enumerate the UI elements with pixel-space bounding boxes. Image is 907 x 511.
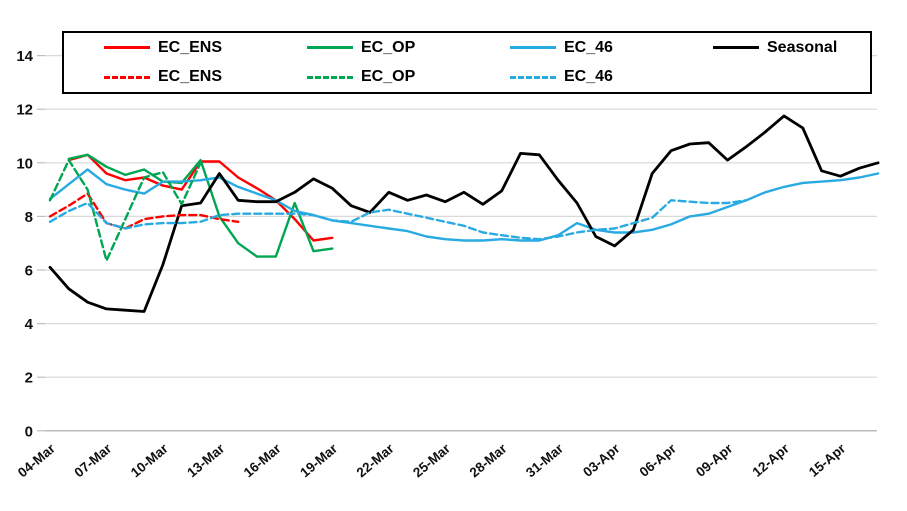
ec-46-dashed-line-swatch: [510, 75, 556, 79]
series-line-ec-ens-dashed: [48, 192, 240, 230]
x-tick-label-22-Mar: 22-Mar: [354, 440, 398, 480]
x-tick-label-04-Mar: 04-Mar: [15, 440, 59, 480]
series-line-ec-46-dashed: [48, 199, 748, 241]
y-tick-label-8: 8: [25, 209, 33, 226]
legend-label-seasonal: Seasonal: [767, 38, 838, 56]
y-tick-label-10: 10: [16, 155, 33, 172]
legend-label-ec-ens-solid: EC_ENS: [158, 38, 223, 56]
y-tick-label-14: 14: [16, 48, 33, 65]
x-tick-label-19-Mar: 19-Mar: [297, 440, 341, 480]
x-tick-label-09-Apr: 09-Apr: [693, 440, 736, 479]
x-tick-label-31-Mar: 31-Mar: [523, 440, 567, 480]
x-tick-label-03-Apr: 03-Apr: [580, 440, 623, 479]
ec-op-dashed-line-swatch: [307, 75, 353, 79]
x-tick-label-15-Apr: 15-Apr: [806, 440, 849, 479]
series-line-ec-op-solid: [67, 153, 334, 258]
ec-46-solid-line-swatch: [510, 46, 556, 50]
ec-ens-solid-line-swatch: [104, 46, 150, 50]
legend-item-ec-46-dashed: EC_46: [510, 69, 713, 85]
x-tick-label-13-Mar: 13-Mar: [184, 440, 228, 480]
legend-item-seasonal: Seasonal: [713, 38, 870, 56]
legend-label-ec-46-solid: EC_46: [564, 38, 613, 56]
x-tick-label-06-Apr: 06-Apr: [637, 440, 680, 479]
legend-item-ec-op-solid: EC_OP: [307, 38, 510, 56]
legend-label-ec-op-solid: EC_OP: [361, 38, 416, 56]
chart-legend: EC_ENS EC_OP EC_46 Seasonal EC_ENS EC_OP…: [62, 31, 872, 94]
y-tick-label-6: 6: [25, 263, 33, 280]
x-tick-label-28-Mar: 28-Mar: [467, 440, 511, 480]
x-tick-label-07-Mar: 07-Mar: [71, 440, 115, 480]
x-tick-label-12-Apr: 12-Apr: [750, 440, 793, 479]
legend-label-ec-46-dashed: EC_46: [564, 68, 613, 86]
x-tick-label-10-Mar: 10-Mar: [128, 440, 172, 480]
x-tick-label-25-Mar: 25-Mar: [410, 440, 454, 480]
series-line-ec-op-dashed: [48, 158, 202, 262]
y-tick-label-12: 12: [16, 102, 33, 119]
legend-label-ec-op-dashed: EC_OP: [361, 68, 416, 86]
legend-item-ec-ens-solid: EC_ENS: [104, 38, 307, 56]
x-tick-label-16-Mar: 16-Mar: [241, 440, 285, 480]
y-tick-label-4: 4: [25, 316, 34, 333]
ec-ens-dashed-line-swatch: [104, 75, 150, 79]
seasonal-line-swatch: [713, 46, 759, 50]
ec-op-solid-line-swatch: [307, 46, 353, 50]
legend-item-ec-46-solid: EC_46: [510, 38, 713, 56]
y-tick-label-2: 2: [25, 370, 33, 387]
series-line-ec-46-solid: [48, 168, 880, 242]
legend-item-ec-op-dashed: EC_OP: [307, 69, 510, 85]
series-line-seasonal-solid: [48, 114, 880, 313]
legend-label-ec-ens-dashed: EC_ENS: [158, 68, 223, 86]
legend-item-ec-ens-dashed: EC_ENS: [104, 69, 307, 85]
y-tick-label-0: 0: [25, 423, 33, 440]
